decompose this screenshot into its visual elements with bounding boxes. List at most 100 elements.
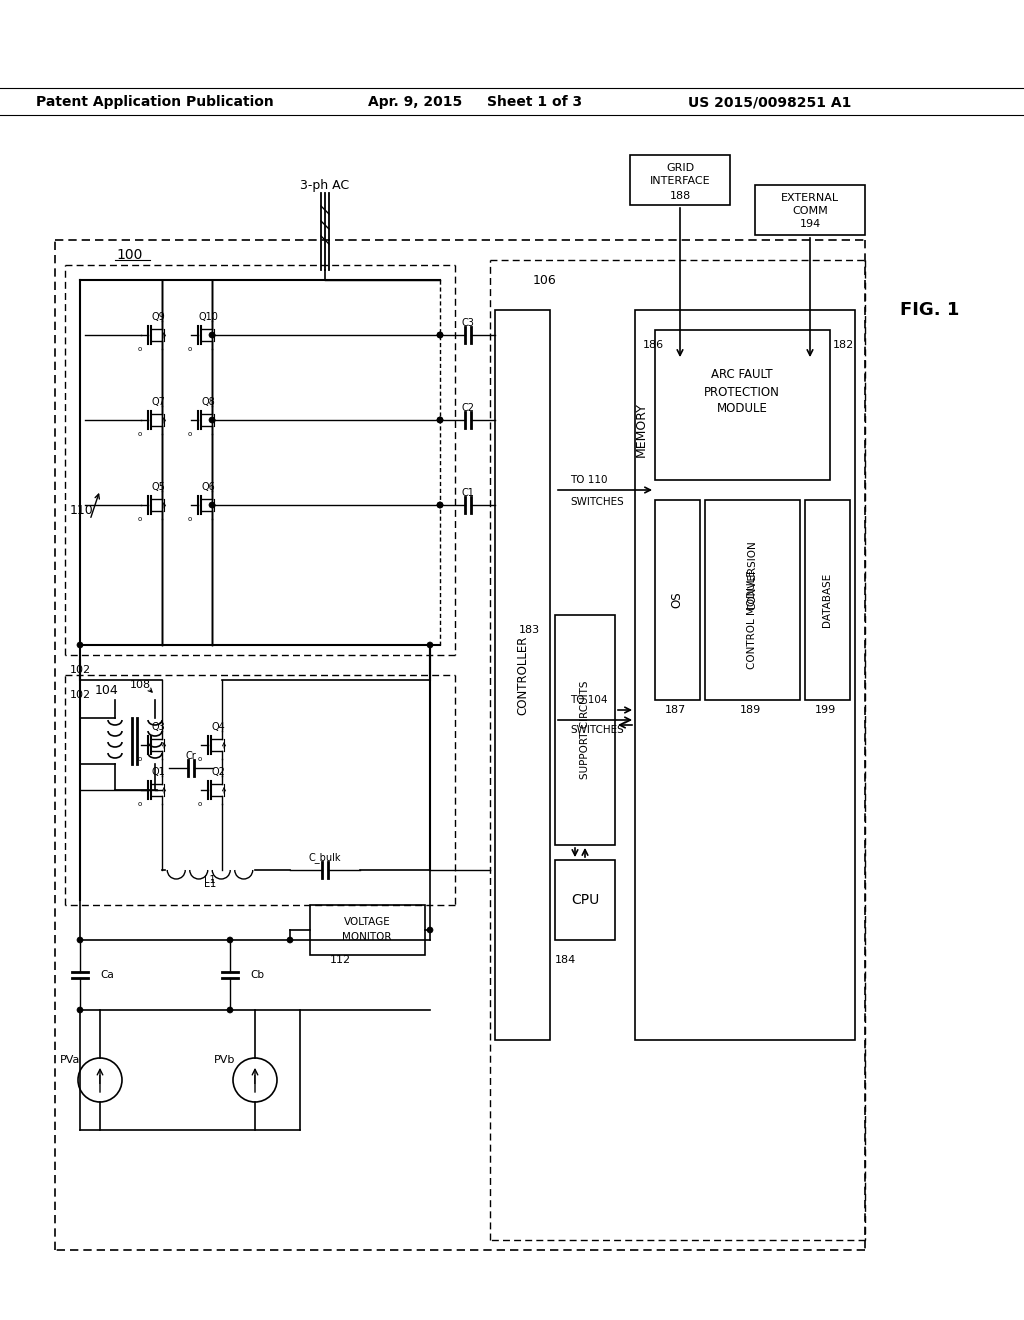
Bar: [655, 330, 830, 480]
Text: o: o: [138, 346, 142, 352]
Text: o: o: [198, 801, 202, 807]
Text: TO 110: TO 110: [570, 475, 607, 484]
Text: Q6: Q6: [201, 482, 215, 492]
Circle shape: [77, 937, 83, 942]
Text: SUPPORT CIRCUITS: SUPPORT CIRCUITS: [580, 681, 590, 779]
Text: Q2: Q2: [211, 767, 225, 777]
Text: o: o: [187, 346, 193, 352]
Text: 3-ph AC: 3-ph AC: [300, 178, 349, 191]
Text: OS: OS: [671, 591, 683, 609]
Bar: [630, 154, 730, 205]
Text: Q8: Q8: [201, 397, 215, 407]
Text: MODULE: MODULE: [717, 403, 767, 416]
Text: Q10: Q10: [198, 312, 218, 322]
Circle shape: [437, 502, 443, 508]
Text: o: o: [187, 516, 193, 521]
Text: CONVERSION: CONVERSION: [746, 540, 757, 610]
Bar: [495, 310, 550, 1040]
Text: Q4: Q4: [211, 722, 225, 733]
Text: L1: L1: [204, 875, 216, 884]
Circle shape: [78, 1059, 122, 1102]
Text: o: o: [138, 756, 142, 762]
Circle shape: [209, 502, 215, 508]
Text: Patent Application Publication: Patent Application Publication: [36, 95, 273, 110]
Circle shape: [77, 1007, 83, 1012]
Text: Apr. 9, 2015: Apr. 9, 2015: [368, 95, 462, 110]
Text: C_bulk: C_bulk: [309, 853, 341, 863]
Circle shape: [209, 417, 215, 422]
Bar: [705, 500, 800, 700]
Text: 104: 104: [95, 684, 119, 697]
Text: o: o: [138, 432, 142, 437]
Text: Cr: Cr: [185, 751, 197, 762]
Text: 102: 102: [70, 690, 91, 700]
Text: Q9: Q9: [152, 312, 165, 322]
Text: Q1: Q1: [152, 767, 165, 777]
Text: C1: C1: [461, 488, 474, 498]
Circle shape: [427, 927, 433, 933]
Text: ARC FAULT: ARC FAULT: [712, 368, 773, 381]
Text: GRID: GRID: [666, 162, 694, 173]
Text: 183: 183: [519, 624, 540, 635]
Text: I: I: [98, 1073, 101, 1086]
Text: 199: 199: [814, 705, 836, 715]
Bar: [655, 500, 700, 700]
Text: TO 104: TO 104: [570, 696, 607, 705]
Text: 106: 106: [534, 273, 557, 286]
Text: Ca: Ca: [100, 970, 114, 979]
Bar: [310, 906, 425, 954]
Circle shape: [437, 502, 443, 508]
Bar: [555, 615, 615, 845]
Text: L1: L1: [204, 879, 216, 888]
Text: 108: 108: [129, 680, 151, 690]
Text: 182: 182: [833, 341, 854, 350]
Text: 100: 100: [117, 248, 143, 261]
Circle shape: [287, 937, 293, 942]
Text: SWITCHES: SWITCHES: [570, 498, 624, 507]
Text: C2: C2: [461, 403, 474, 413]
Text: 189: 189: [739, 705, 761, 715]
Text: MEMORY: MEMORY: [635, 403, 647, 458]
Bar: [635, 310, 855, 1040]
Text: 112: 112: [330, 954, 350, 965]
Text: 186: 186: [643, 341, 665, 350]
Text: PVa: PVa: [59, 1055, 80, 1065]
Text: o: o: [138, 516, 142, 521]
Text: Q7: Q7: [152, 397, 165, 407]
Bar: [805, 500, 850, 700]
Text: DATABASE: DATABASE: [822, 573, 831, 627]
Text: PROTECTION: PROTECTION: [705, 385, 780, 399]
Text: US 2015/0098251 A1: US 2015/0098251 A1: [688, 95, 852, 110]
Text: Q3: Q3: [152, 722, 165, 733]
Text: SWITCHES: SWITCHES: [570, 725, 624, 735]
Circle shape: [77, 642, 83, 648]
Text: INTERFACE: INTERFACE: [649, 176, 711, 186]
Text: FIG. 1: FIG. 1: [900, 301, 959, 319]
Text: CONTROL MODULE: CONTROL MODULE: [746, 570, 757, 669]
Circle shape: [427, 642, 433, 648]
Text: 184: 184: [555, 954, 577, 965]
Text: o: o: [187, 432, 193, 437]
Bar: [555, 861, 615, 940]
Circle shape: [209, 333, 215, 338]
Circle shape: [437, 333, 443, 338]
Text: o: o: [198, 756, 202, 762]
Text: EXTERNAL: EXTERNAL: [781, 193, 839, 203]
Text: C3: C3: [461, 318, 474, 327]
Circle shape: [437, 417, 443, 422]
Text: Cb: Cb: [250, 970, 264, 979]
Text: I: I: [253, 1073, 257, 1086]
Text: o: o: [138, 801, 142, 807]
Bar: [755, 185, 865, 235]
Text: MONITOR: MONITOR: [342, 932, 392, 942]
Text: 110: 110: [70, 503, 94, 516]
Circle shape: [437, 333, 443, 338]
Text: Sheet 1 of 3: Sheet 1 of 3: [487, 95, 583, 110]
Text: 188: 188: [670, 191, 690, 201]
Text: 102: 102: [70, 665, 91, 675]
Circle shape: [233, 1059, 278, 1102]
Text: COMM: COMM: [793, 206, 827, 216]
Text: CPU: CPU: [570, 894, 599, 907]
Circle shape: [227, 1007, 233, 1012]
Text: CONTROLLER: CONTROLLER: [516, 635, 529, 714]
